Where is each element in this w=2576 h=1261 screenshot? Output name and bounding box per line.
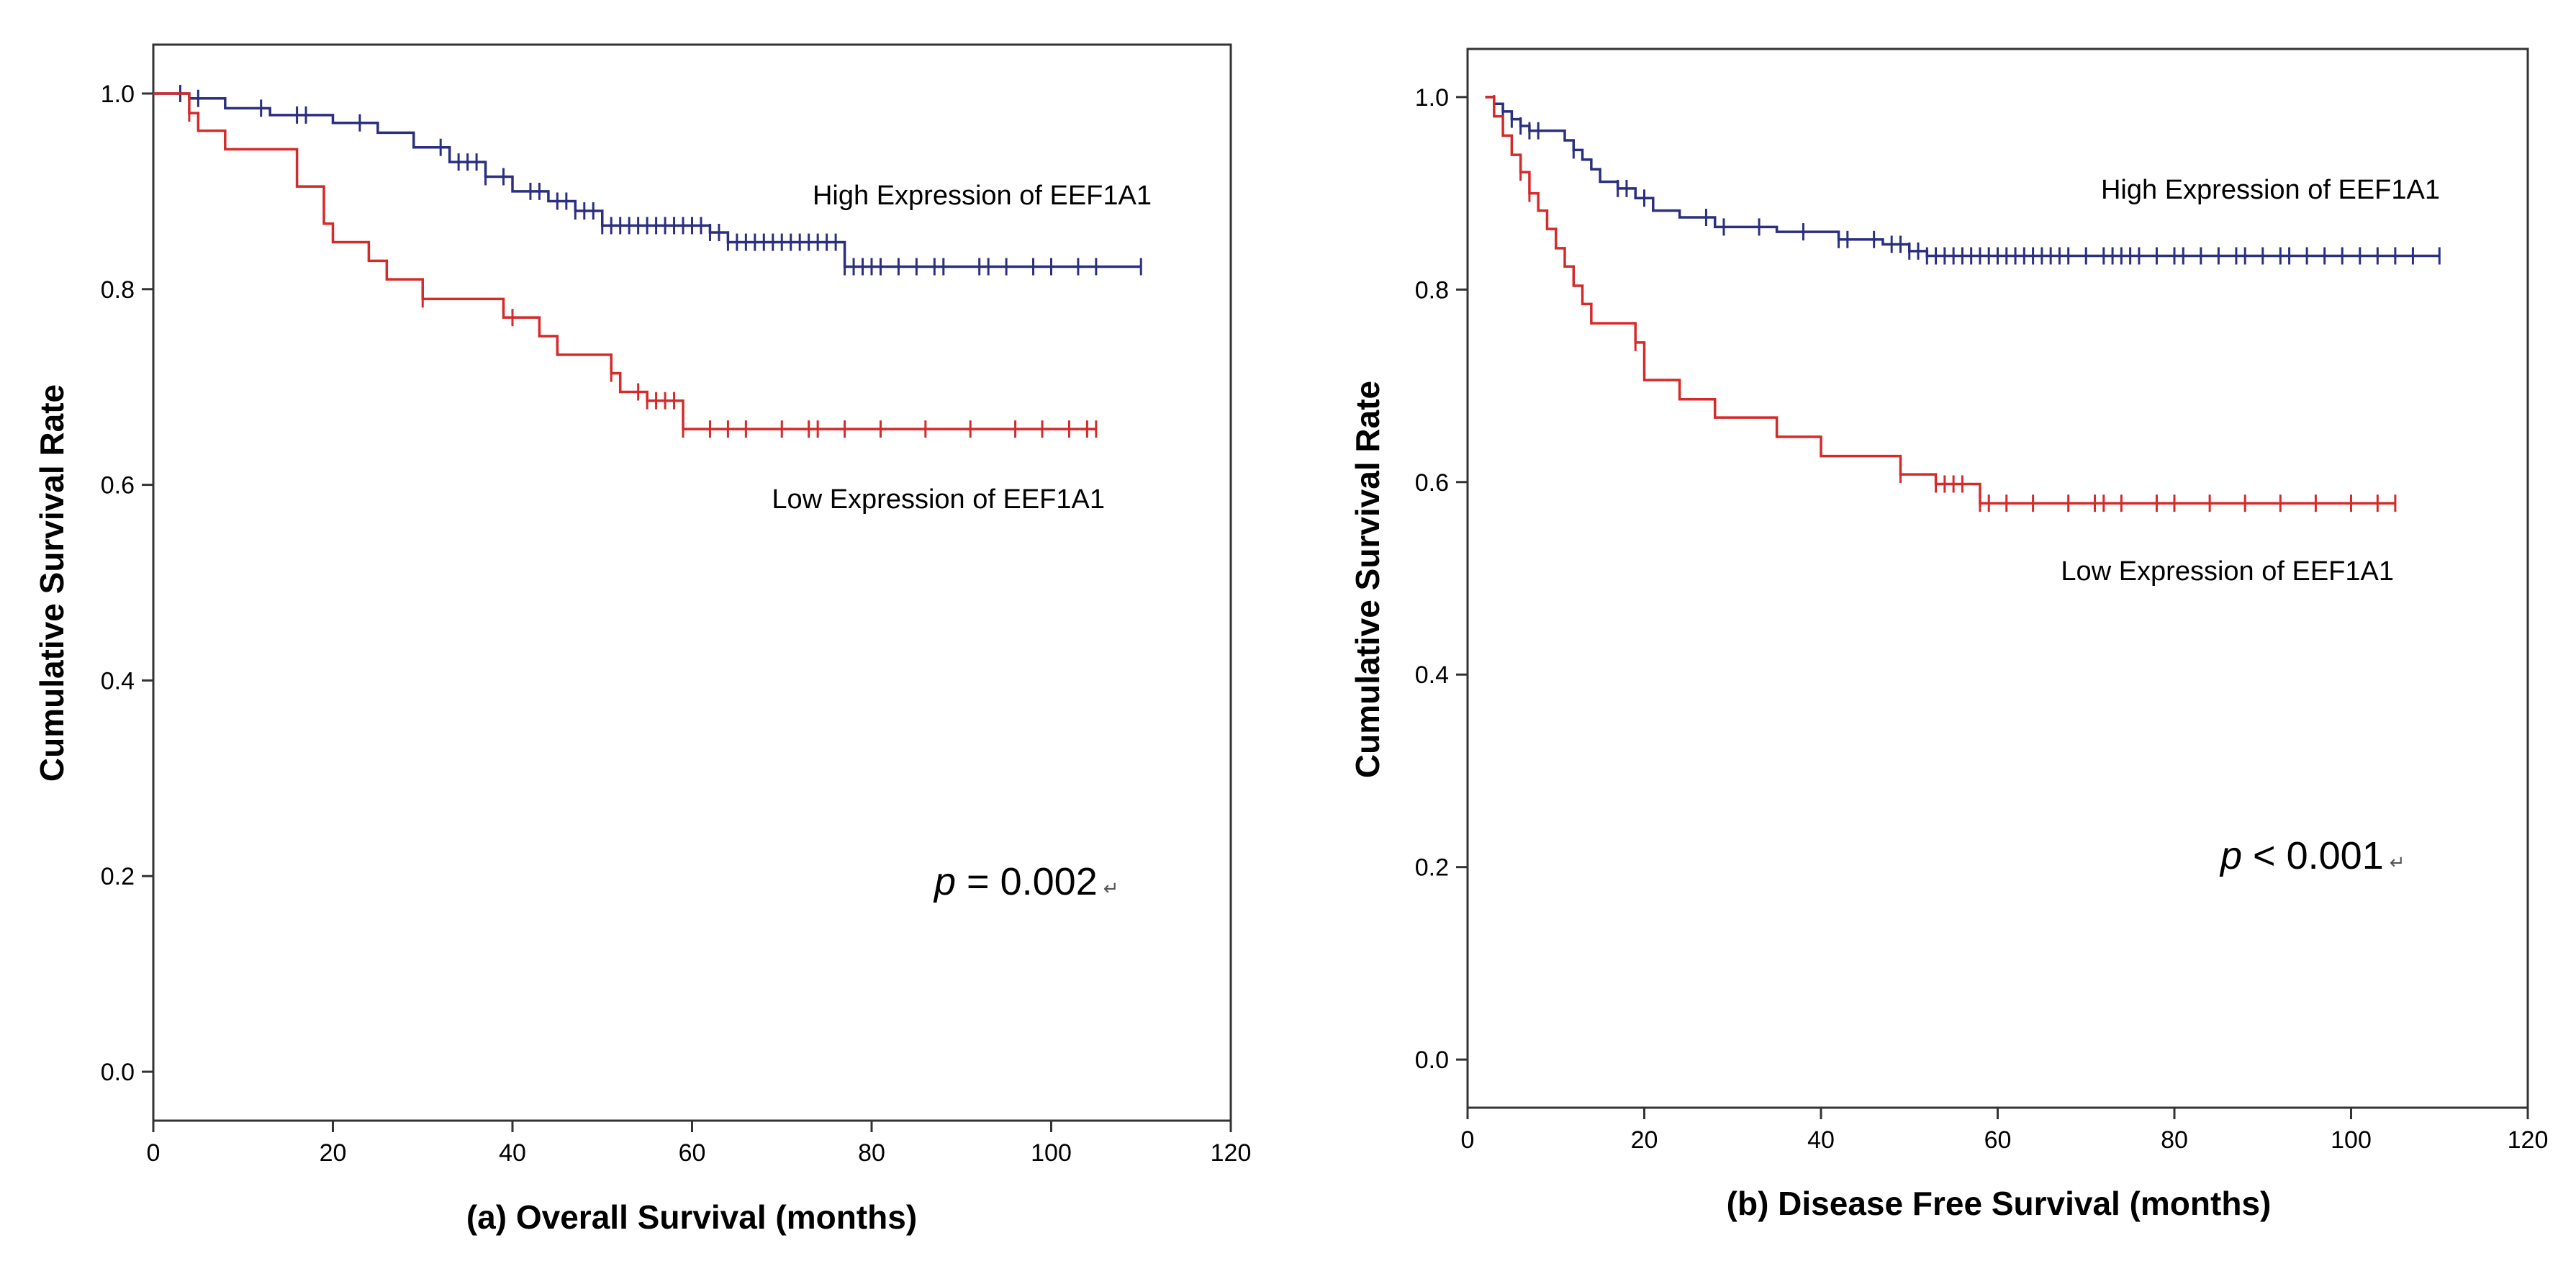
survival-line-high <box>1485 96 2440 258</box>
x-tick-label: 120 <box>2508 1126 2549 1154</box>
x-tick-label: 40 <box>1807 1126 1835 1154</box>
y-axis-label: Cumulative Survival Rate <box>33 384 71 782</box>
x-tick-label: 0 <box>147 1139 161 1167</box>
legend-high-expression: High Expression of EEF1A1 <box>2101 175 2440 205</box>
y-tick-label: 0.4 <box>101 667 135 695</box>
y-tick-label: 1.0 <box>1415 84 1449 112</box>
x-tick-label: 100 <box>2331 1126 2372 1154</box>
x-tick-label: 60 <box>1984 1126 2012 1154</box>
survival-line-low <box>153 92 1096 430</box>
y-tick-label: 0.0 <box>101 1059 135 1086</box>
x-tick-label: 60 <box>679 1139 706 1167</box>
panel-overall-survival: 0.0 0.2 0.4 0.6 0.8 1.0 0 20 40 60 80 100 120 Cumul… <box>33 43 1252 1236</box>
p-value-annotation: p = 0.002 ↵ <box>933 860 1119 903</box>
x-tick-label: 120 <box>1211 1139 1252 1167</box>
x-tick-label: 100 <box>1031 1139 1072 1167</box>
x-axis-label: (b) Disease Free Survival (months) <box>1727 1185 2272 1222</box>
y-axis: 0.0 0.2 0.4 0.6 0.8 1.0 <box>1415 84 1468 1074</box>
y-axis-label: Cumulative Survival Rate <box>1349 381 1386 778</box>
y-tick-label: 0.4 <box>1415 661 1449 689</box>
survival-curves <box>153 84 1142 438</box>
x-tick-label: 20 <box>1631 1126 1658 1154</box>
p-value-annotation: p < 0.001 ↵ <box>2219 834 2405 877</box>
x-tick-label: 0 <box>1461 1126 1475 1154</box>
x-tick-label: 20 <box>320 1139 347 1167</box>
legend-low-expression: Low Expression of EEF1A1 <box>2061 556 2394 587</box>
x-tick-label: 40 <box>499 1139 526 1167</box>
y-tick-label: 0.0 <box>1415 1047 1449 1074</box>
x-tick-label: 80 <box>2161 1126 2188 1154</box>
y-tick-label: 0.2 <box>1415 854 1449 882</box>
y-tick-label: 0.8 <box>1415 276 1449 304</box>
legend-low-expression: Low Expression of EEF1A1 <box>772 484 1105 515</box>
survival-line-low <box>1485 96 2395 505</box>
x-tick-label: 80 <box>858 1139 885 1167</box>
x-axis: 0 20 40 60 80 100 120 <box>1461 1108 2549 1154</box>
y-tick-label: 0.2 <box>101 863 135 890</box>
panel-disease-free-survival: 0.0 0.2 0.4 0.6 0.8 1.0 0 20 40 60 80 100 120 Cumul… <box>1349 48 2549 1222</box>
x-axis: 0 20 40 60 80 100 120 <box>147 1121 1252 1167</box>
legend-high-expression: High Expression of EEF1A1 <box>813 181 1152 211</box>
y-tick-label: 1.0 <box>101 81 135 108</box>
survival-curves <box>1485 95 2441 512</box>
y-axis: 0.0 0.2 0.4 0.6 0.8 1.0 <box>101 81 153 1086</box>
y-tick-label: 0.8 <box>101 276 135 304</box>
x-axis-label: (a) Overall Survival (months) <box>466 1198 917 1236</box>
y-tick-label: 0.6 <box>1415 469 1449 497</box>
y-tick-label: 0.6 <box>101 472 135 500</box>
